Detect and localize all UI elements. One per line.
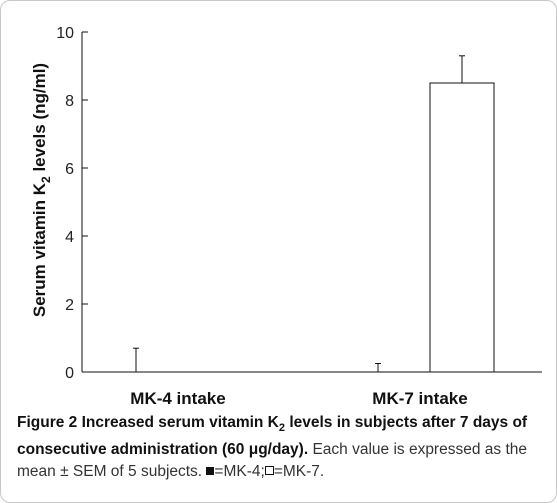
x-category-label: MK-4 intake (130, 389, 225, 408)
y-tick-label: 0 (65, 365, 74, 382)
caption-title-sub: 2 (278, 422, 286, 435)
caption-legend-mk7: =MK-7. (273, 463, 325, 481)
x-category-label: MK-7 intake (372, 389, 467, 408)
bar-chart: 0 2 4 6 8 10 MK-4 intake MK-7 intake Serum vit… (30, 25, 542, 408)
y-tick-label: 8 (65, 93, 74, 110)
error-bars (133, 55, 465, 372)
legend-filled-square-icon (206, 467, 215, 476)
caption-legend-mk4: =MK-4; (214, 463, 265, 481)
caption-figure-label: Figure 2 (17, 414, 78, 431)
y-tick-label: 4 (65, 229, 74, 246)
x-axis-categories: MK-4 intake MK-7 intake (130, 389, 467, 408)
figure-caption: Figure 2 Increased serum vitamin K2 leve… (17, 412, 542, 483)
caption-body: Each value is expressed as the mean ± SE… (17, 441, 527, 481)
legend-open-square-icon (264, 466, 274, 476)
caption-title-part1: Increased serum vitamin K (77, 414, 279, 431)
y-axis-label: Serum vitamin K2 levels (ng/ml) (30, 63, 53, 317)
bar-mk-7-1 (429, 82, 495, 373)
y-axis-ticks: 0 2 4 6 8 10 (56, 25, 88, 382)
caption-title-part2: levels in subjects after 7 days of conse… (17, 414, 528, 459)
y-tick-label: 2 (65, 297, 74, 314)
y-tick-label: 10 (56, 25, 74, 42)
chart-bars (130, 82, 495, 373)
y-tick-label: 6 (65, 161, 74, 178)
